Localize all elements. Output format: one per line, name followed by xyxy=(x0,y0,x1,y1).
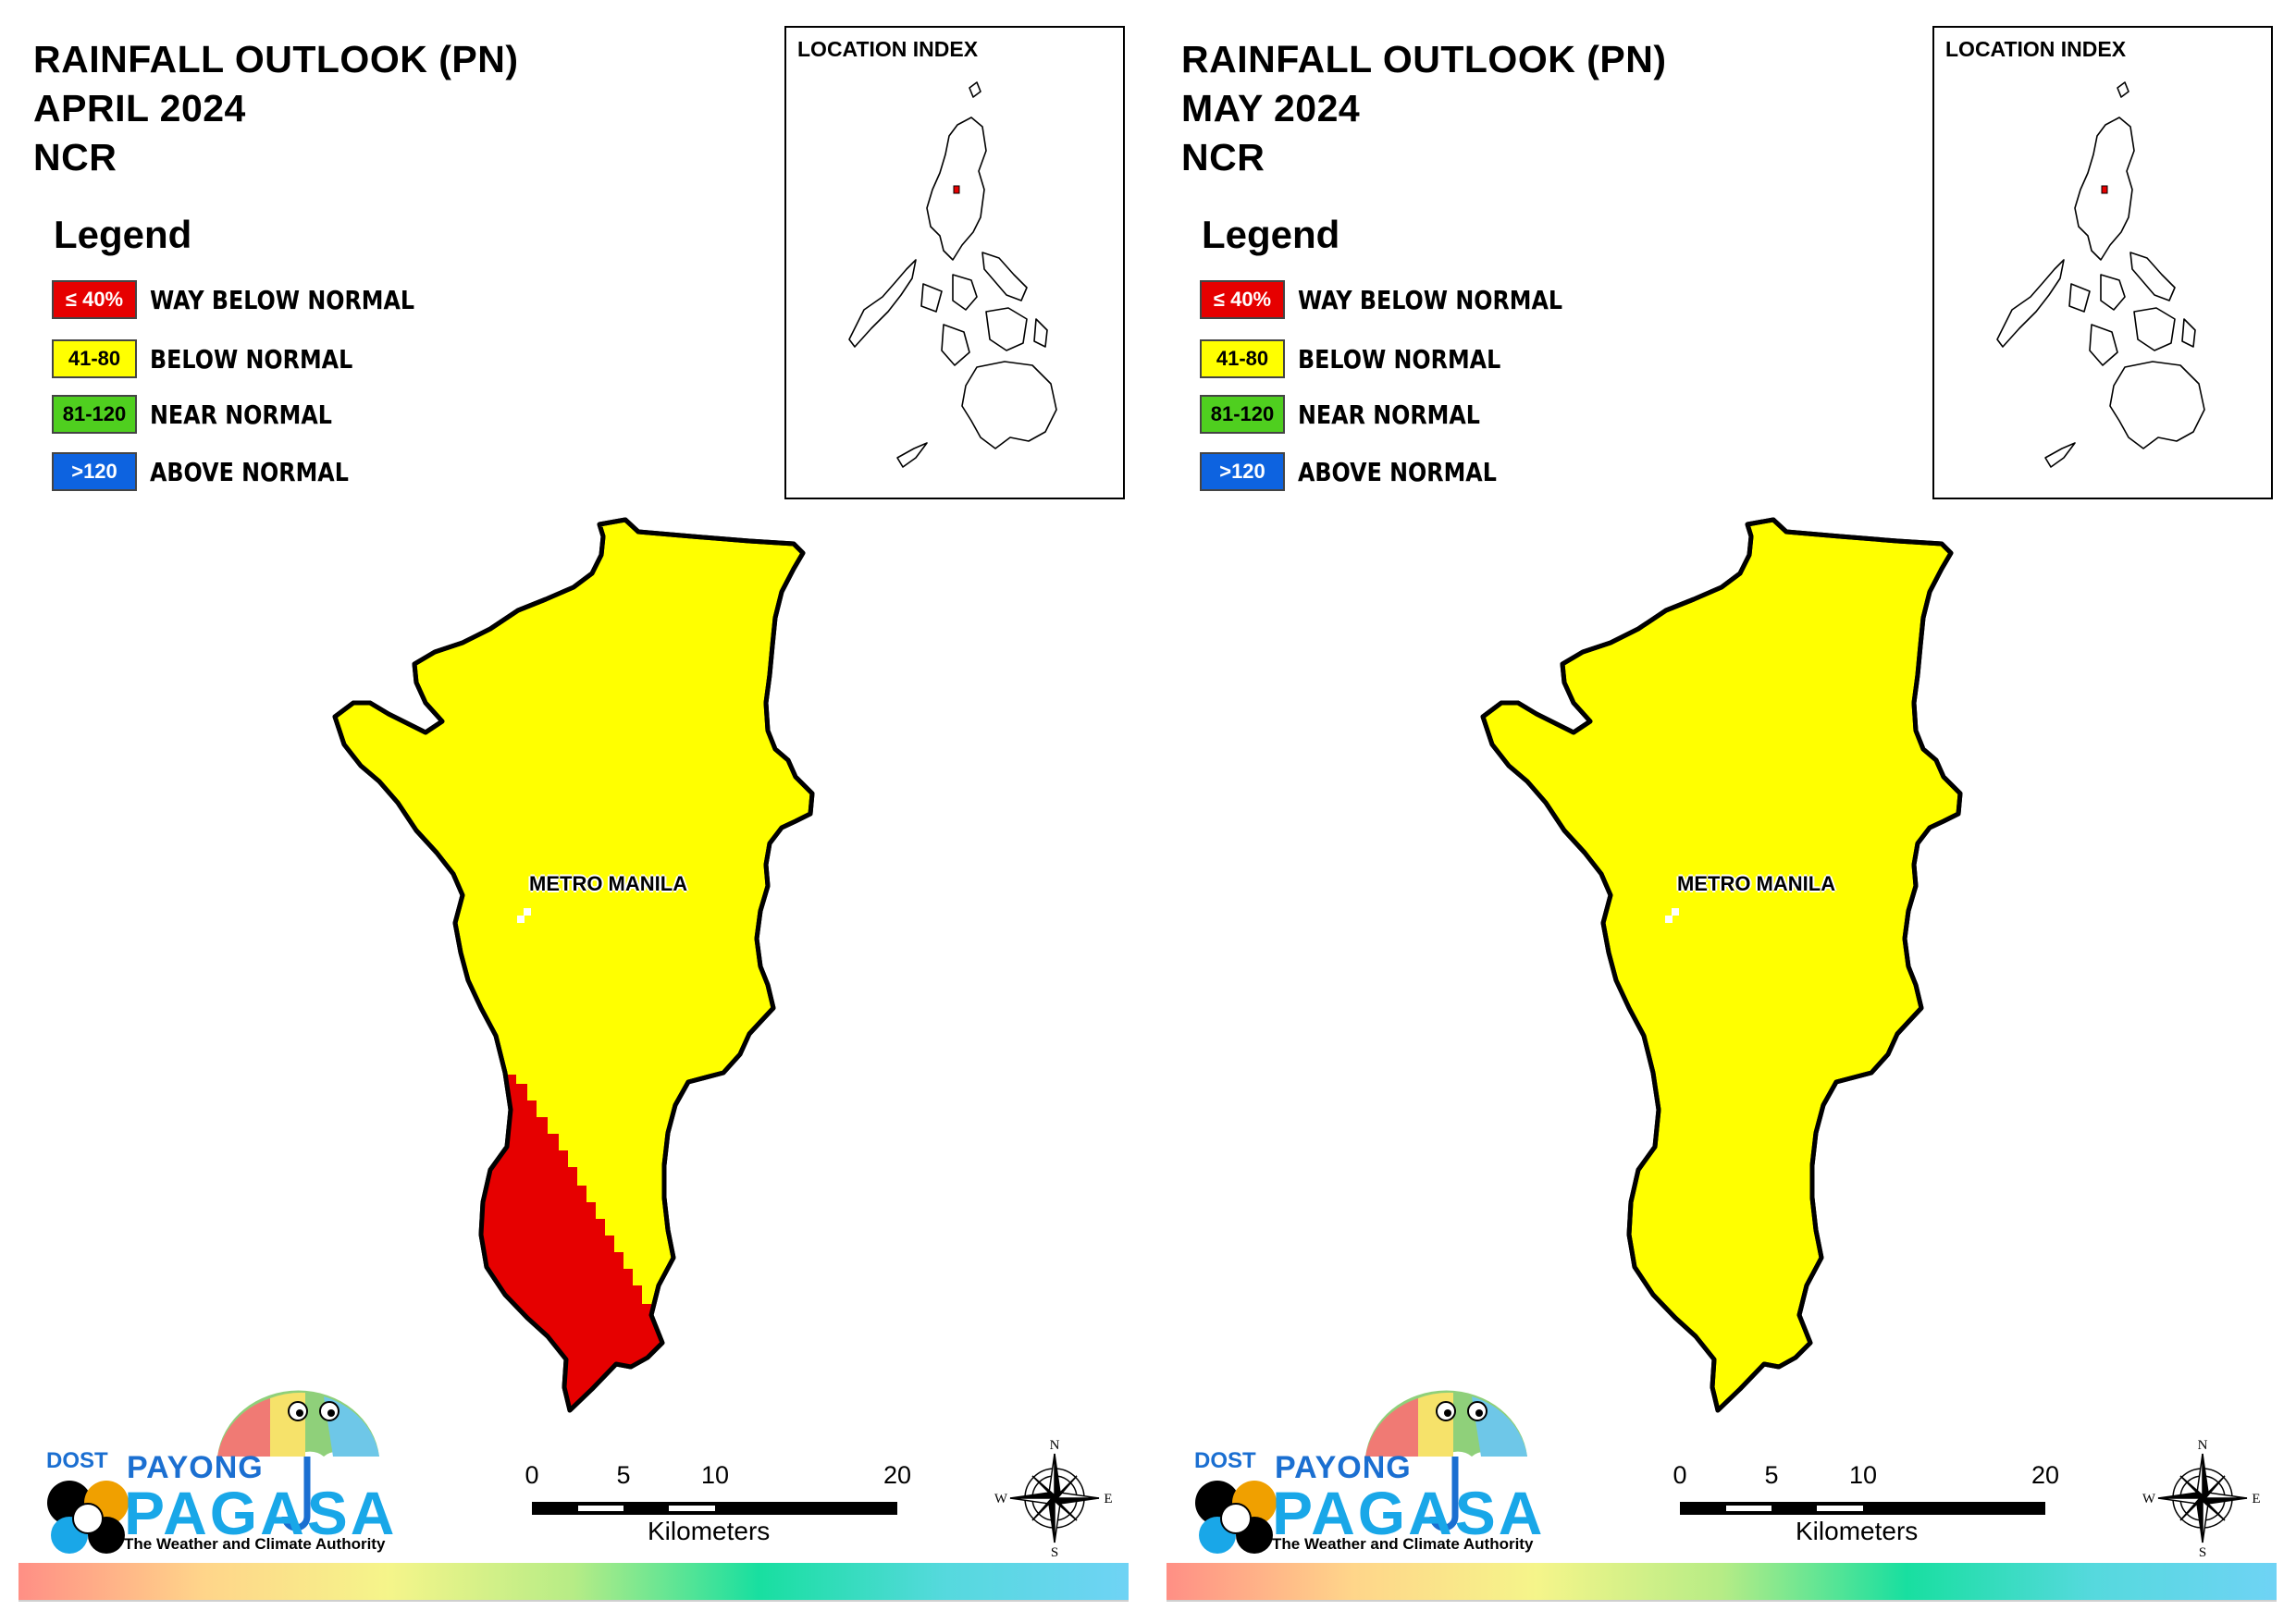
map-title: RAINFALL OUTLOOK (PN) APRIL 2024 NCR xyxy=(33,35,518,182)
outlook-panel: RAINFALL OUTLOOK (PN) MAY 2024 NCR Legen… xyxy=(1148,0,2296,1623)
compass-s: S xyxy=(2199,1545,2206,1558)
place-label-metro-manila: METRO MANILA xyxy=(529,872,688,895)
legend-swatch: ≤ 40% xyxy=(1200,280,1285,319)
footer-gradient-bar xyxy=(19,1563,1129,1602)
compass-n: N xyxy=(2198,1438,2208,1453)
legend-swatch: ≤ 40% xyxy=(52,280,137,319)
umbrella-icon xyxy=(47,1390,379,1554)
pagasa-logo: DOST PAYONG PAGASA The Weather and Clima… xyxy=(1176,1387,1542,1563)
scale-bar: 0 5 10 20 Kilometers xyxy=(1673,1461,2064,1545)
scale-tick-label: 20 xyxy=(883,1461,912,1489)
legend-item-below-normal: 41-80 BELOW NORMAL xyxy=(1200,338,1537,379)
location-index-inset: LOCATION INDEX xyxy=(1932,26,2273,499)
title-line-1: RAINFALL OUTLOOK (PN) xyxy=(1181,38,1667,80)
title-line-1: RAINFALL OUTLOOK (PN) xyxy=(33,38,519,80)
compass-w: W xyxy=(994,1492,1008,1506)
title-line-2: APRIL 2024 xyxy=(33,87,246,129)
location-index-inset: LOCATION INDEX xyxy=(784,26,1125,499)
ncr-boundary xyxy=(1480,517,1963,1413)
legend-item-above-normal: >120 ABOVE NORMAL xyxy=(1200,451,1532,492)
legend-label: NEAR NORMAL xyxy=(150,399,332,430)
map-title: RAINFALL OUTLOOK (PN) MAY 2024 NCR xyxy=(1181,35,1666,182)
legend-label: ABOVE NORMAL xyxy=(1298,456,1497,487)
inset-title: LOCATION INDEX xyxy=(797,37,979,61)
place-label-metro-manila: METRO MANILA xyxy=(1677,872,1836,895)
title-line-2: MAY 2024 xyxy=(1181,87,1361,129)
legend-swatch: >120 xyxy=(52,452,137,491)
legend-swatch: 81-120 xyxy=(1200,395,1285,434)
scale-tick-label: 10 xyxy=(700,1461,730,1489)
scale-tick-label: 10 xyxy=(1848,1461,1878,1489)
legend-item-near-normal: 81-120 NEAR NORMAL xyxy=(52,394,364,435)
scale-tick-label: 0 xyxy=(525,1461,539,1489)
legend-swatch: >120 xyxy=(1200,452,1285,491)
map-point xyxy=(1665,916,1673,923)
footer-divider xyxy=(19,1600,1129,1602)
legend-label: NEAR NORMAL xyxy=(1298,399,1480,430)
scale-bar-graphic xyxy=(1680,1502,2045,1515)
legend-title: Legend xyxy=(54,213,192,256)
umbrella-icon xyxy=(1195,1390,1527,1554)
logo-payong-text: PAYONG xyxy=(127,1450,264,1485)
scale-tick-label: 0 xyxy=(1673,1461,1687,1489)
title-line-3: NCR xyxy=(1181,136,1265,178)
logo-payong-text: PAYONG xyxy=(1275,1450,1412,1485)
philippines-locator-map xyxy=(848,81,1057,468)
legend-swatch: 41-80 xyxy=(1200,339,1285,378)
philippines-locator-map xyxy=(1996,81,2205,468)
scale-tick-label: 5 xyxy=(1764,1461,1779,1489)
legend-item-near-normal: 81-120 NEAR NORMAL xyxy=(1200,394,1512,435)
logo-tagline: The Weather and Climate Authority xyxy=(124,1535,386,1553)
compass-n: N xyxy=(1050,1438,1060,1453)
logo-pagasa-text: PAGASA xyxy=(1272,1479,1546,1547)
compass-s: S xyxy=(1051,1545,1058,1558)
compass-e: E xyxy=(1104,1492,1112,1506)
legend-item-above-normal: >120 ABOVE NORMAL xyxy=(52,451,384,492)
outlook-panel: RAINFALL OUTLOOK (PN) APRIL 2024 NCR Leg… xyxy=(19,26,1129,1602)
compass-e: E xyxy=(2252,1492,2260,1506)
title-line-3: NCR xyxy=(33,136,117,178)
legend-label: BELOW NORMAL xyxy=(150,343,353,375)
legend-item-way-below-normal: ≤ 40% WAY BELOW NORMAL xyxy=(1200,279,1610,320)
logo-dost-text: DOST xyxy=(46,1448,108,1473)
compass-w: W xyxy=(2142,1492,2156,1506)
map-point xyxy=(524,908,531,916)
legend-label: WAY BELOW NORMAL xyxy=(1298,284,1563,315)
footer-divider xyxy=(1167,1600,2277,1602)
scale-tick-label: 5 xyxy=(616,1461,631,1489)
north-arrow-compass-icon: N S E W xyxy=(2142,1438,2261,1558)
footer-gradient-bar xyxy=(1167,1563,2277,1602)
ncr-rainfall-map xyxy=(332,517,815,1413)
north-arrow-compass-icon: N S E W xyxy=(994,1438,1113,1558)
scale-unit-label: Kilometers xyxy=(648,1517,771,1545)
scale-bar-graphic xyxy=(532,1502,897,1515)
legend-label: BELOW NORMAL xyxy=(1298,343,1501,375)
logo-pagasa-text: PAGASA xyxy=(124,1479,398,1547)
legend-swatch: 41-80 xyxy=(52,339,137,378)
map-point xyxy=(517,916,525,923)
scale-bar: 0 5 10 20 Kilometers xyxy=(525,1461,916,1545)
scale-tick-label: 20 xyxy=(2031,1461,2060,1489)
legend-item-way-below-normal: ≤ 40% WAY BELOW NORMAL xyxy=(52,279,462,320)
map-point xyxy=(1672,908,1679,916)
scale-unit-label: Kilometers xyxy=(1796,1517,1919,1545)
ncr-rainfall-map xyxy=(1480,517,1963,1413)
logo-dost-text: DOST xyxy=(1194,1448,1256,1473)
legend-item-below-normal: 41-80 BELOW NORMAL xyxy=(52,338,389,379)
legend-title: Legend xyxy=(1202,213,1340,256)
legend-label: ABOVE NORMAL xyxy=(150,456,349,487)
inset-title: LOCATION INDEX xyxy=(1945,37,2127,61)
logo-tagline: The Weather and Climate Authority xyxy=(1272,1535,1534,1553)
pagasa-logo: DOST PAYONG PAGASA The Weather and Clima… xyxy=(28,1387,394,1563)
legend-label: WAY BELOW NORMAL xyxy=(150,284,415,315)
legend-swatch: 81-120 xyxy=(52,395,137,434)
